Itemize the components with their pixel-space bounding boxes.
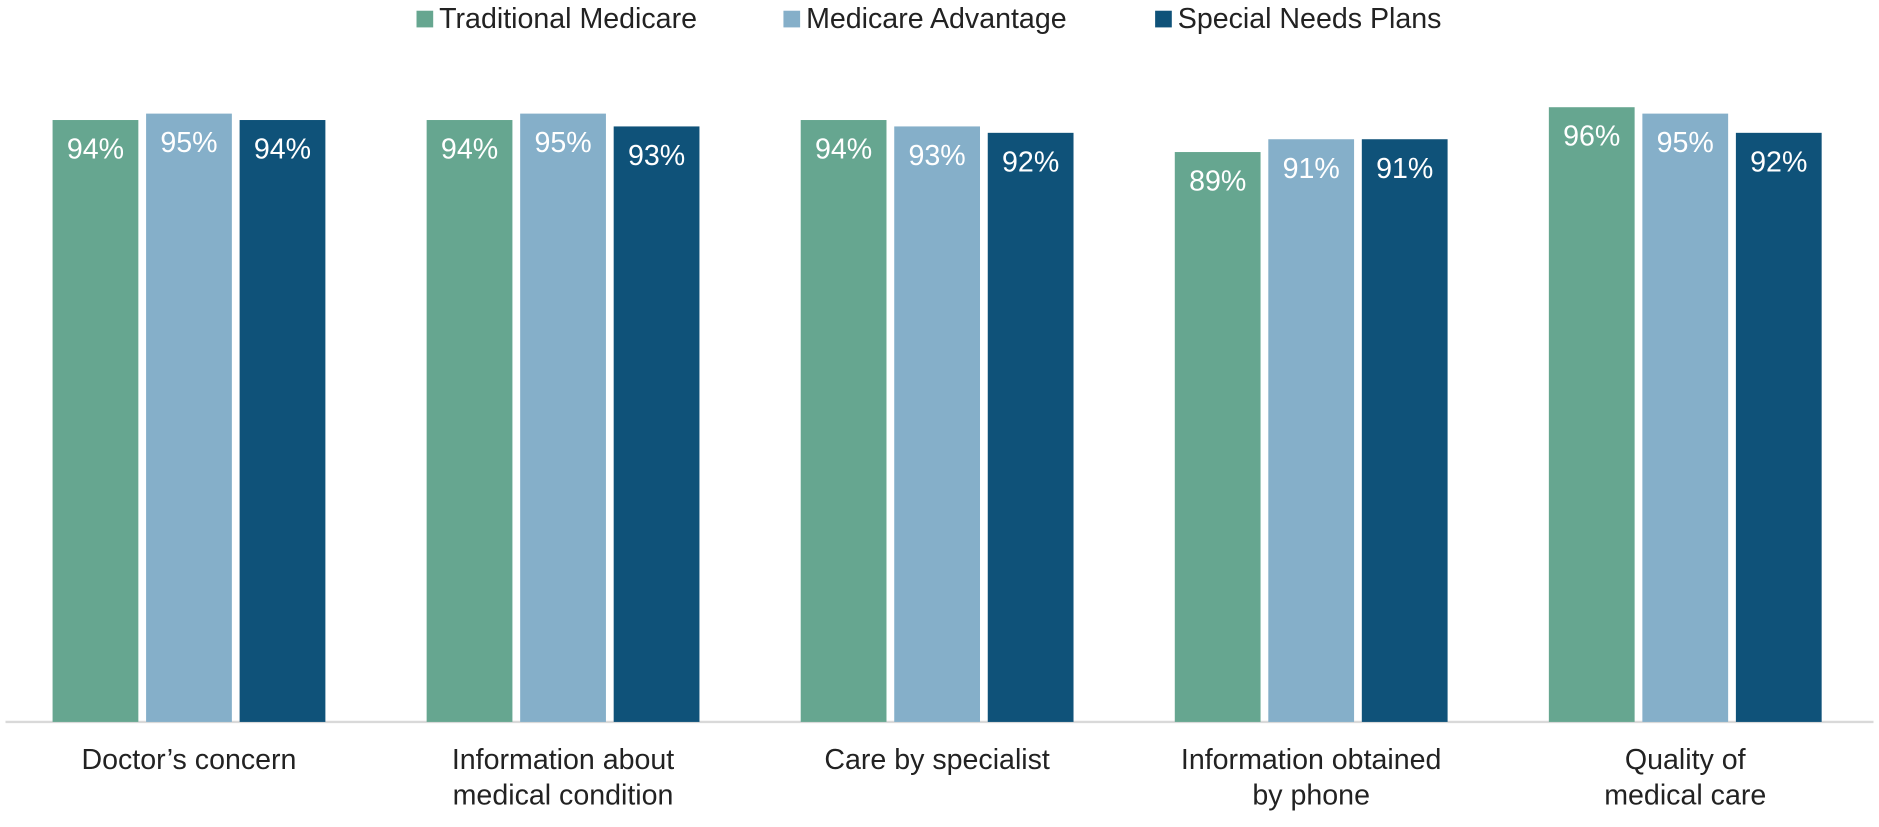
data-label: 96% xyxy=(1563,121,1620,153)
x-tick-label: medical care xyxy=(1604,780,1766,812)
legend-swatch xyxy=(1155,10,1172,28)
bar xyxy=(1735,132,1822,722)
data-label: 94% xyxy=(254,134,311,166)
data-label: 95% xyxy=(534,127,591,159)
x-tick-label: Care by specialist xyxy=(824,744,1050,776)
x-tick-label: Doctor’s concern xyxy=(81,744,296,776)
data-label: 93% xyxy=(909,140,966,172)
bar xyxy=(800,120,887,722)
data-label: 94% xyxy=(67,134,124,166)
bar xyxy=(1174,152,1261,722)
legend-label: Traditional Medicare xyxy=(439,3,697,35)
data-label: 94% xyxy=(441,134,498,166)
legend-swatch xyxy=(783,10,801,28)
data-label: 93% xyxy=(628,140,685,172)
bar xyxy=(1361,139,1448,722)
bar xyxy=(239,120,326,722)
x-tick-label: Information obtained xyxy=(1181,744,1442,776)
bar xyxy=(520,113,606,722)
bar xyxy=(613,126,700,722)
bar xyxy=(52,120,139,722)
bar xyxy=(987,132,1074,722)
data-label: 94% xyxy=(815,134,872,166)
data-label: 91% xyxy=(1283,153,1340,185)
x-tick-label: Quality of xyxy=(1625,744,1746,776)
bar xyxy=(426,120,513,722)
data-label: 92% xyxy=(1002,146,1059,178)
bar xyxy=(1268,139,1355,722)
data-label: 95% xyxy=(160,127,217,159)
x-tick-label: by phone xyxy=(1252,780,1370,812)
data-label: 92% xyxy=(1750,146,1807,178)
bar xyxy=(1642,113,1729,722)
data-label: 95% xyxy=(1657,127,1714,159)
data-label: 89% xyxy=(1189,166,1246,198)
x-tick-label: Information about xyxy=(452,744,674,776)
bar xyxy=(894,126,981,722)
legend-label: Medicare Advantage xyxy=(806,3,1067,35)
legend-label: Special Needs Plans xyxy=(1178,3,1442,35)
bar xyxy=(146,113,232,722)
data-label: 91% xyxy=(1376,153,1433,185)
x-tick-label: medical condition xyxy=(453,780,674,812)
bar xyxy=(1548,107,1635,722)
legend-swatch xyxy=(416,10,434,28)
